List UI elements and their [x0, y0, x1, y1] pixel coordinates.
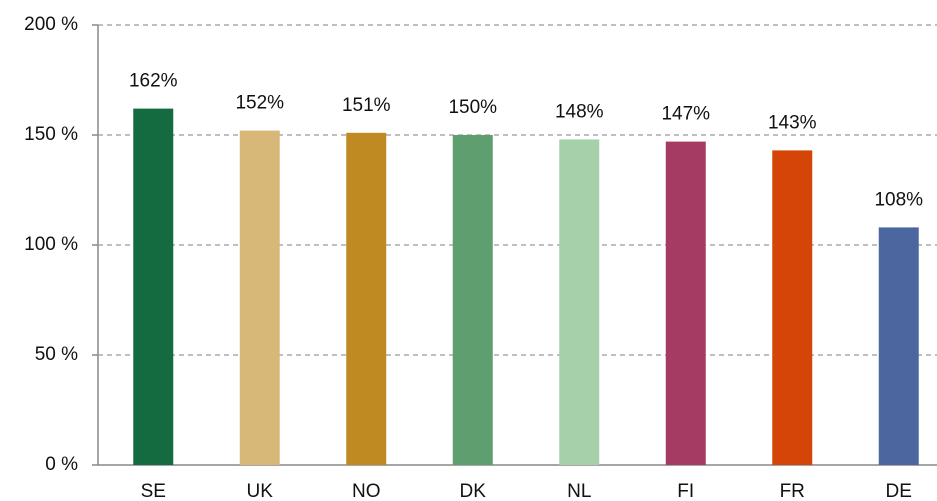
bar: [772, 150, 813, 465]
x-tick-label: UK: [247, 481, 274, 501]
x-tick-label: DK: [460, 481, 487, 501]
bar: [878, 227, 919, 465]
value-label: 148%: [555, 101, 604, 122]
bar: [559, 139, 600, 465]
x-tick-label: FR: [780, 481, 805, 501]
y-tick-label: 150 %: [24, 124, 78, 145]
y-tick-label: 200 %: [24, 14, 78, 35]
y-tick-label: 50 %: [35, 344, 78, 365]
bar: [452, 135, 493, 465]
x-tick-label: SE: [141, 481, 166, 501]
bar: [133, 108, 174, 465]
x-tick-label: DE: [886, 481, 912, 501]
value-label: 151%: [342, 95, 391, 116]
bar: [665, 141, 706, 465]
value-label: 108%: [874, 189, 923, 210]
value-label: 152%: [235, 93, 284, 114]
y-tick-label: 100 %: [24, 234, 78, 255]
y-tick-label: 0 %: [45, 454, 78, 475]
bar: [239, 130, 280, 465]
x-tick-label: FI: [677, 481, 694, 501]
value-label: 143%: [768, 112, 817, 133]
bar: [346, 132, 387, 466]
value-label: 150%: [448, 97, 497, 118]
x-tick-label: NO: [352, 481, 381, 501]
value-label: 147%: [661, 104, 710, 125]
value-label: 162%: [129, 71, 178, 92]
x-tick-label: NL: [567, 481, 591, 501]
